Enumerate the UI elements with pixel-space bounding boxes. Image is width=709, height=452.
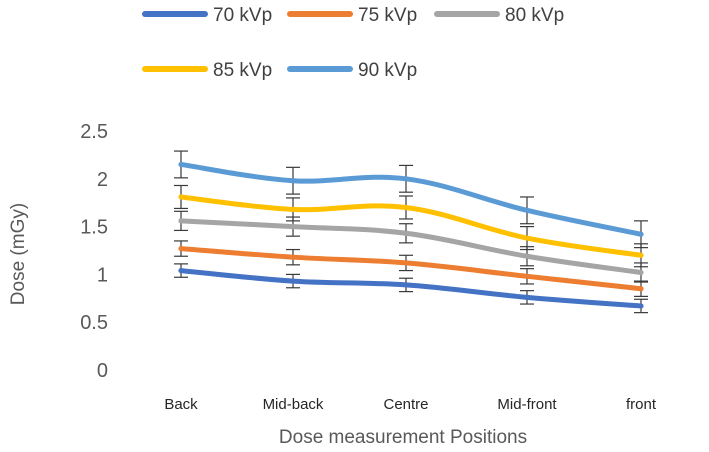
x-tick-label: Centre bbox=[383, 396, 428, 413]
legend-label: 70 kVp bbox=[213, 5, 272, 26]
legend-label: 80 kVp bbox=[505, 5, 564, 26]
data-point bbox=[178, 161, 184, 168]
data-point bbox=[290, 178, 296, 184]
series-line bbox=[178, 268, 644, 309]
series-line bbox=[178, 246, 644, 292]
legend-item: 85 kVp bbox=[142, 60, 272, 81]
x-tick-label: Back bbox=[164, 396, 198, 413]
y-tick-label: 0 bbox=[97, 360, 108, 382]
y-tick-label: 1 bbox=[97, 264, 108, 286]
x-axis-label: Dose measurement Positions bbox=[279, 427, 527, 448]
legend-item: 90 kVp bbox=[287, 60, 417, 81]
data-point bbox=[178, 245, 184, 252]
y-tick-label: 2.5 bbox=[80, 121, 108, 143]
data-point bbox=[403, 176, 409, 182]
data-point bbox=[638, 303, 644, 309]
data-point bbox=[290, 254, 296, 260]
legend-label: 90 kVp bbox=[358, 60, 417, 81]
legend-label: 75 kVp bbox=[358, 5, 417, 26]
x-axis-ticks: Back Mid-back Centre Mid-front front bbox=[164, 396, 657, 413]
data-point bbox=[290, 224, 296, 230]
series-90-kvp bbox=[174, 150, 648, 249]
data-point bbox=[524, 273, 530, 279]
series-layer bbox=[174, 150, 648, 314]
data-point bbox=[638, 269, 644, 276]
legend-item: 70 kVp bbox=[142, 5, 272, 26]
x-tick-label: Mid-front bbox=[497, 396, 557, 413]
data-point bbox=[524, 294, 530, 300]
data-point bbox=[524, 235, 530, 241]
y-axis-label: Dose (mGy) bbox=[8, 203, 29, 305]
legend: 70 kVp 75 kVp 80 kVp 85 kVp 90 kVp bbox=[142, 5, 564, 81]
series-85-kvp bbox=[174, 184, 648, 268]
data-point bbox=[403, 230, 409, 236]
data-point bbox=[403, 260, 409, 266]
y-axis-ticks: 0 0.5 1 1.5 2 2.5 bbox=[80, 121, 108, 382]
data-point bbox=[524, 207, 530, 213]
legend-label: 85 kVp bbox=[213, 60, 272, 81]
data-point bbox=[178, 194, 184, 200]
series-70-kvp bbox=[174, 263, 648, 314]
data-point bbox=[638, 252, 644, 258]
data-point bbox=[290, 278, 296, 284]
data-point bbox=[178, 218, 184, 224]
y-tick-label: 2 bbox=[97, 169, 108, 191]
data-point bbox=[290, 206, 296, 212]
y-tick-label: 1.5 bbox=[80, 217, 108, 239]
data-point bbox=[403, 282, 409, 288]
data-point bbox=[524, 253, 530, 259]
legend-item: 80 kVp bbox=[434, 5, 564, 26]
legend-item: 75 kVp bbox=[287, 5, 417, 26]
y-tick-label: 0.5 bbox=[80, 312, 108, 334]
data-point bbox=[638, 231, 644, 237]
x-tick-label: front bbox=[626, 396, 657, 413]
x-tick-label: Mid-back bbox=[263, 396, 324, 413]
data-point bbox=[403, 204, 409, 211]
data-point bbox=[638, 286, 644, 292]
data-point bbox=[178, 267, 184, 274]
series-75-kvp bbox=[174, 240, 648, 297]
